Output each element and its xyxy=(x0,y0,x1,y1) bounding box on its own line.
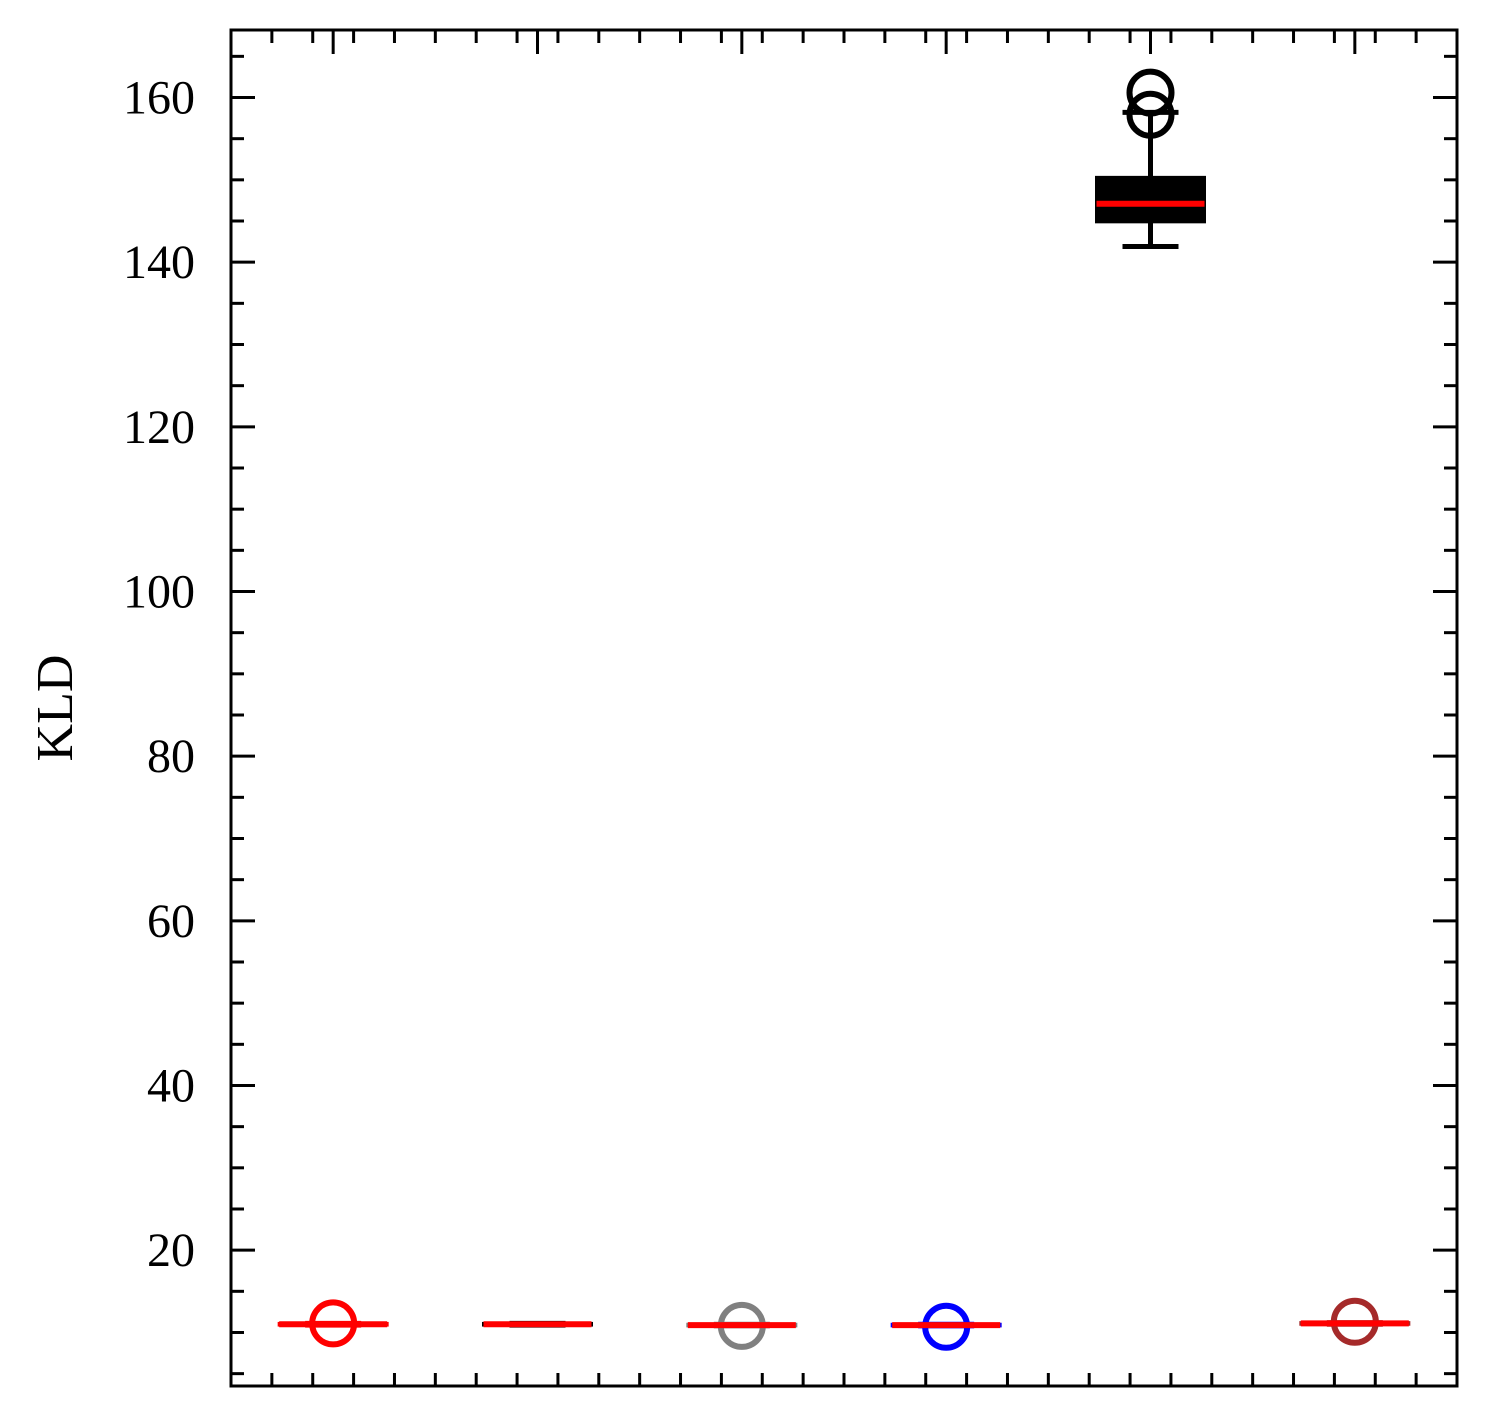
box-body xyxy=(1095,175,1206,224)
y-tick-label: 140 xyxy=(123,236,195,289)
box-plots xyxy=(277,68,1411,1351)
box-group-5 xyxy=(1095,68,1206,250)
outlier-marker xyxy=(1126,68,1175,117)
axis-ticks xyxy=(231,30,1457,1386)
box-group-1 xyxy=(277,1299,389,1348)
box-group-4 xyxy=(890,1302,1002,1351)
box-group-6 xyxy=(1299,1297,1411,1346)
plot-frame xyxy=(229,28,1459,1388)
y-tick-label: 160 xyxy=(123,72,195,125)
outlier-marker xyxy=(1126,90,1175,139)
box-group-3 xyxy=(686,1301,798,1350)
y-tick-label: 60 xyxy=(147,895,195,948)
y-tick-labels: 20 40 60 80 100 120 140 160 xyxy=(123,72,195,1278)
y-tick-label: 40 xyxy=(147,1059,195,1112)
y-tick-label: 20 xyxy=(147,1224,195,1277)
y-tick-label: 100 xyxy=(123,566,195,619)
box-group-2 xyxy=(482,1320,593,1328)
y-axis-title: KLD xyxy=(27,655,84,762)
y-tick-label: 80 xyxy=(147,730,195,783)
y-tick-label: 120 xyxy=(123,401,195,454)
